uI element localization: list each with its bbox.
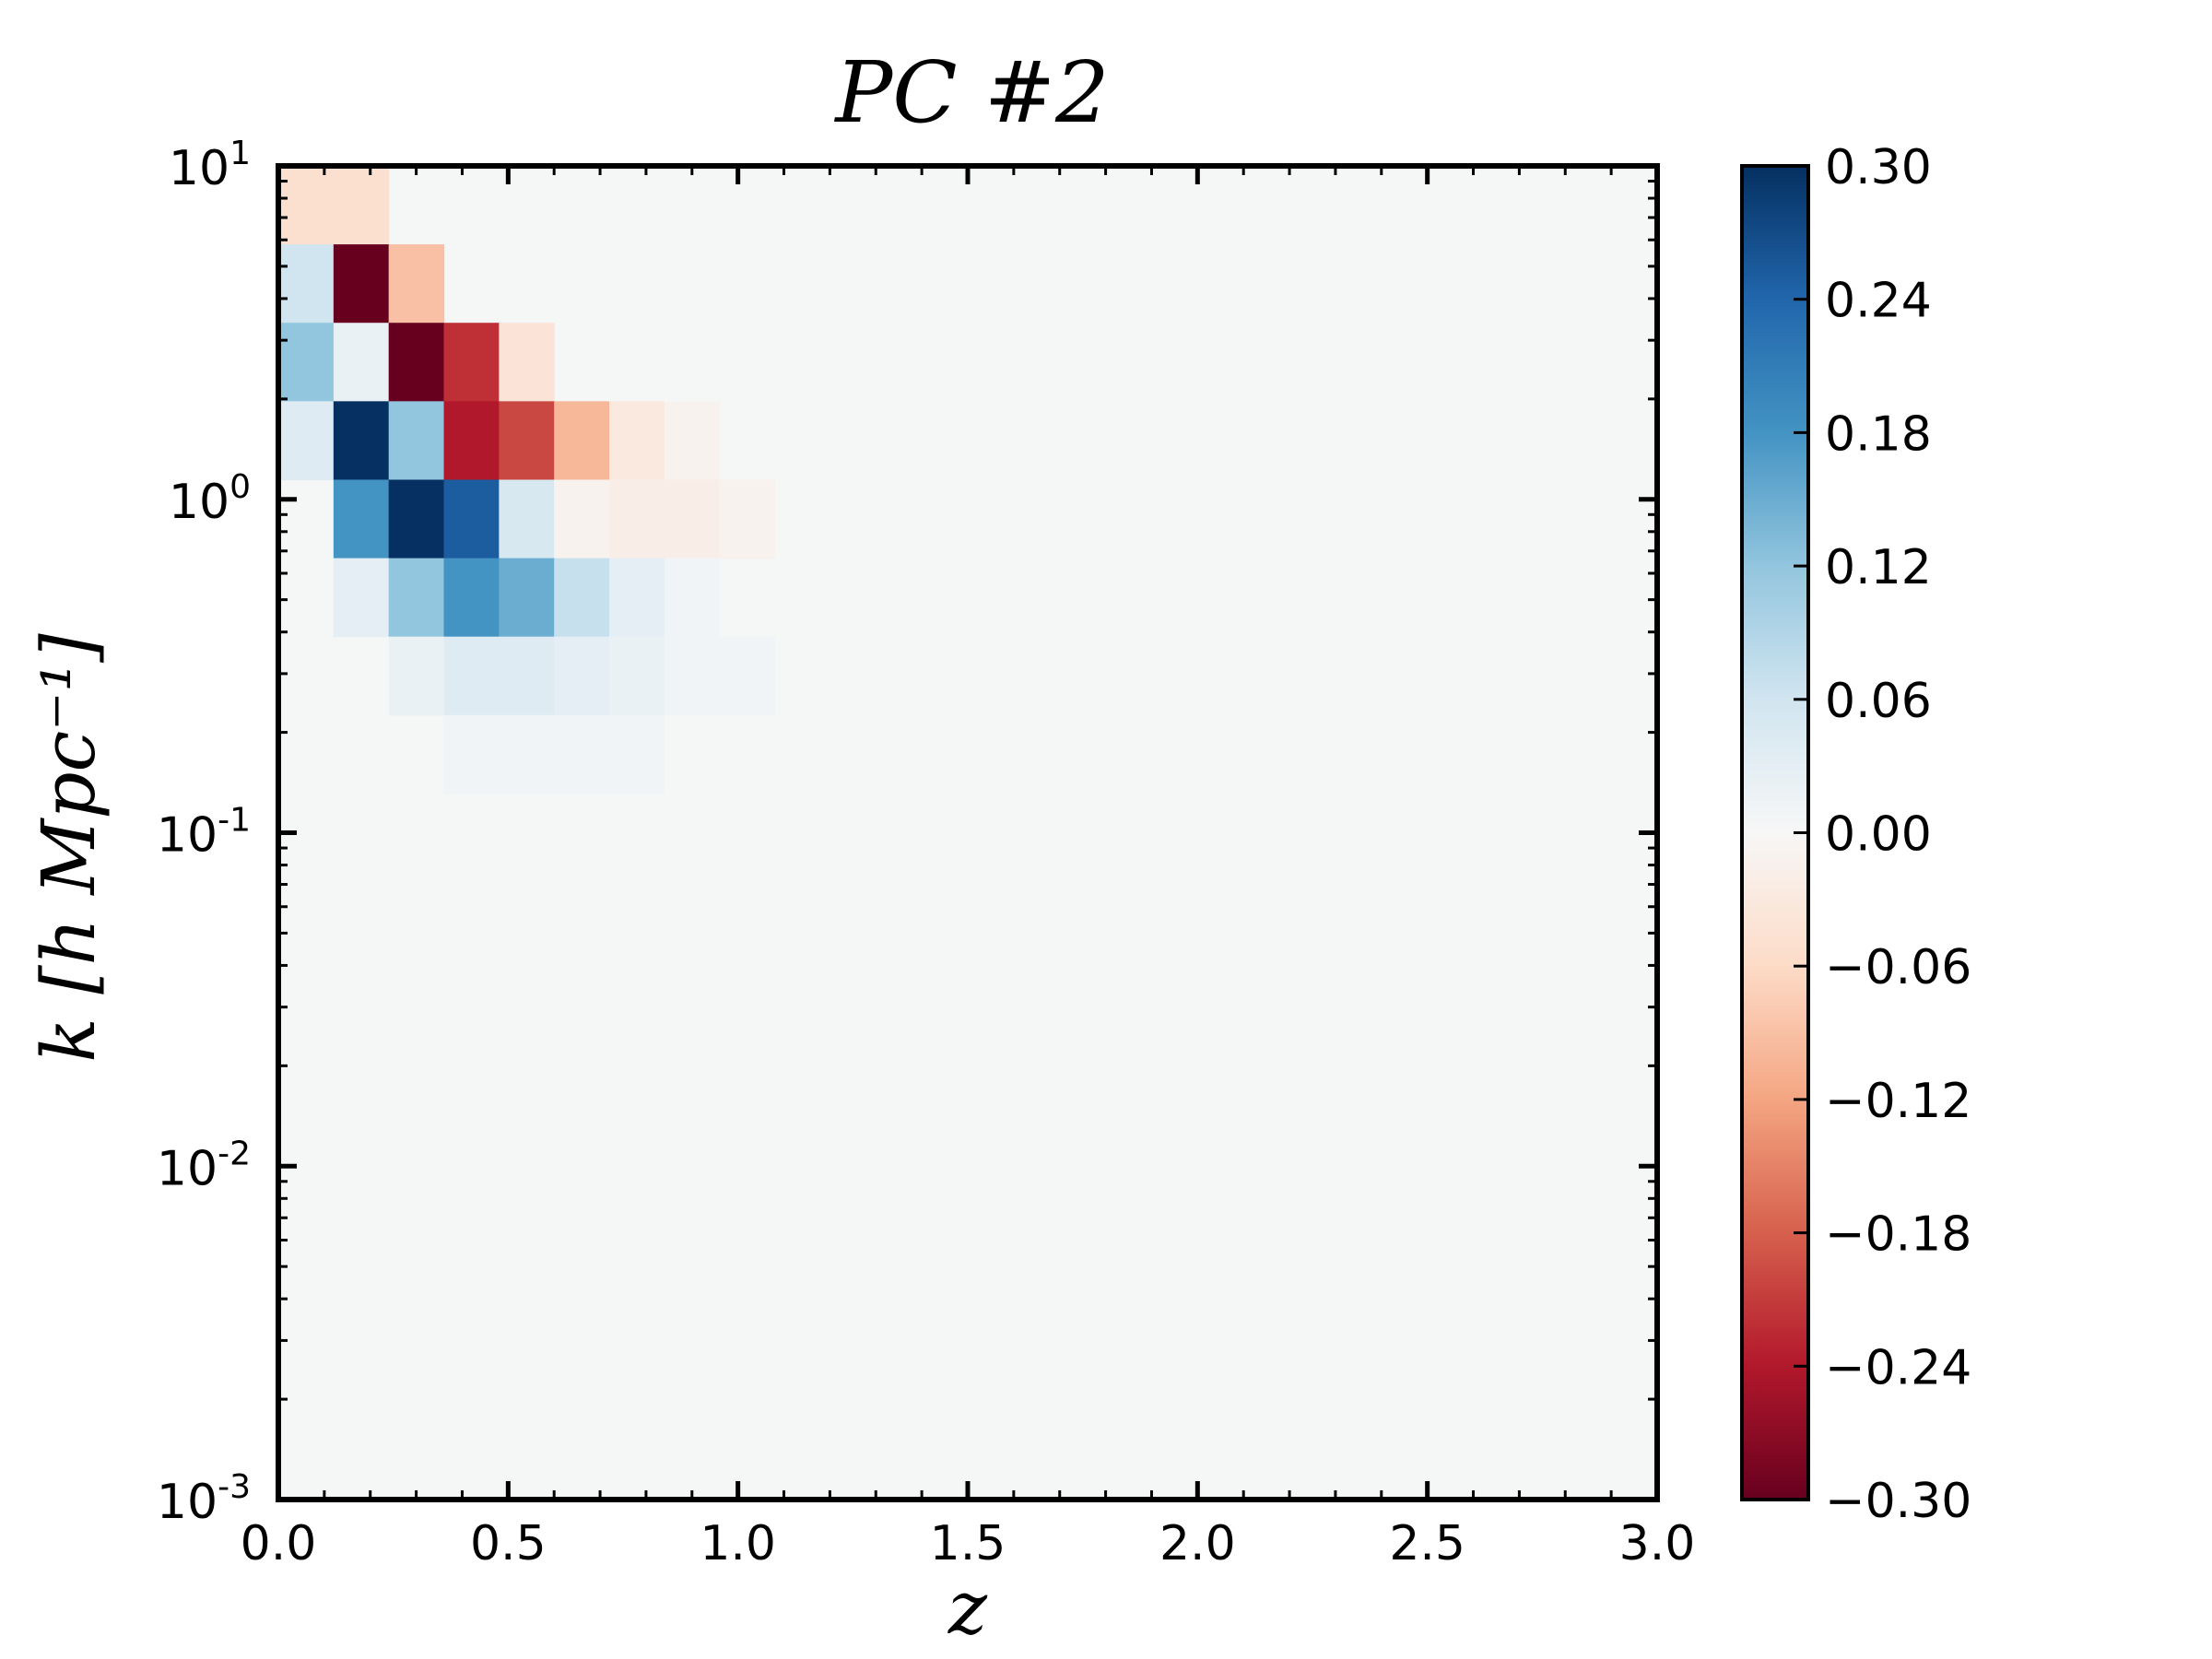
colorbar-tick-label: 0.24 bbox=[1825, 274, 1932, 329]
heatmap-cell bbox=[278, 401, 335, 481]
heatmap-cells bbox=[278, 166, 776, 794]
plot-area bbox=[276, 163, 1660, 1502]
y-tick-label: 10-2 bbox=[157, 1135, 251, 1196]
heatmap-cell bbox=[333, 323, 390, 402]
heatmap-cell bbox=[554, 479, 610, 559]
heatmap-cell bbox=[664, 636, 721, 716]
heatmap-cell bbox=[664, 401, 721, 481]
x-tick-label: 0.0 bbox=[241, 1516, 317, 1571]
heatmap-cell bbox=[554, 558, 610, 638]
y-tick-label: 101 bbox=[169, 135, 251, 196]
plot-frame bbox=[276, 163, 1660, 1502]
heatmap-cell bbox=[499, 636, 555, 716]
x-tick-label: 1.0 bbox=[700, 1516, 776, 1571]
x-tick-label: 3.0 bbox=[1619, 1516, 1696, 1571]
heatmap-cell bbox=[333, 166, 390, 245]
heatmap-cell bbox=[664, 558, 721, 638]
heatmap-cell bbox=[609, 558, 665, 638]
heatmap-cell bbox=[499, 401, 555, 481]
heatmap-cell bbox=[609, 636, 665, 716]
heatmap-cell bbox=[333, 558, 390, 638]
heatmap-cell bbox=[609, 401, 665, 481]
x-tick-label: 0.5 bbox=[470, 1516, 547, 1571]
heatmap-cell bbox=[333, 244, 390, 324]
heatmap-cell bbox=[443, 323, 500, 402]
heatmap-cell bbox=[388, 558, 445, 638]
colorbar-tick-label: 0.30 bbox=[1825, 140, 1932, 195]
heatmap-cell bbox=[333, 479, 390, 559]
heatmap-cell bbox=[278, 244, 335, 324]
y-axis-label: k [h Mpc⁻¹] bbox=[26, 632, 112, 1062]
colorbar-tick-label: 0.12 bbox=[1825, 540, 1932, 595]
heatmap-cell bbox=[719, 636, 776, 716]
heatmap-cell bbox=[664, 479, 721, 559]
heatmap-cell bbox=[443, 636, 500, 716]
colorbar-tick-label: −0.24 bbox=[1825, 1340, 1971, 1395]
y-tick-labels: 10-3 10-2 10-1 100 101 bbox=[157, 135, 251, 1530]
heatmap-cell bbox=[609, 714, 665, 794]
heatmap-cell bbox=[388, 636, 445, 716]
heatmap-cell bbox=[443, 714, 500, 794]
x-tick-labels: 0.0 0.5 1.0 1.5 2.0 2.5 3.0 bbox=[241, 1516, 1696, 1571]
heatmap-cell bbox=[443, 401, 500, 481]
colorbar-tick-label: −0.18 bbox=[1825, 1207, 1971, 1263]
heatmap-cell bbox=[388, 323, 445, 402]
x-tick-label: 2.5 bbox=[1389, 1516, 1465, 1571]
colorbar: 0.30 0.24 0.18 0.12 0.06 0.00 −0.06 −0.12 −0.18 −… bbox=[1740, 140, 1971, 1529]
y-tick-label: 100 bbox=[169, 468, 251, 530]
heatmap-cell bbox=[554, 636, 610, 716]
x-tick-label: 1.5 bbox=[930, 1516, 1006, 1571]
colorbar-tick-label: 0.18 bbox=[1825, 406, 1932, 462]
heatmap-cell bbox=[499, 479, 555, 559]
heatmap-cell bbox=[388, 244, 445, 324]
heatmap-cell bbox=[388, 401, 445, 481]
colorbar-tick-label: 0.06 bbox=[1825, 674, 1932, 729]
y-tick-label: 10-1 bbox=[157, 802, 251, 864]
colorbar-tick-label: 0.00 bbox=[1825, 807, 1932, 863]
heatmap-cell bbox=[609, 479, 665, 559]
x-axis-label: z bbox=[947, 1565, 988, 1651]
heatmap-cell bbox=[554, 401, 610, 481]
heatmap-cell bbox=[554, 714, 610, 794]
heatmap-cell bbox=[333, 401, 390, 481]
heatmap-cell bbox=[388, 479, 445, 559]
heatmap-cell bbox=[719, 479, 776, 559]
heatmap-cell bbox=[278, 166, 335, 245]
colorbar-tick-label: −0.06 bbox=[1825, 940, 1971, 995]
y-tick-label: 10-3 bbox=[157, 1468, 251, 1530]
heatmap-cell bbox=[443, 558, 500, 638]
chart-title: PC #2 bbox=[833, 43, 1109, 142]
colorbar-tick-label: −0.30 bbox=[1825, 1474, 1971, 1529]
heatmap-cell bbox=[499, 558, 555, 638]
x-tick-label: 2.0 bbox=[1159, 1516, 1236, 1571]
heatmap-cell bbox=[499, 323, 555, 402]
heatmap-cell bbox=[278, 323, 335, 402]
heatmap-cell bbox=[443, 479, 500, 559]
heatmap-cell bbox=[499, 714, 555, 794]
colorbar-tick-label: −0.12 bbox=[1825, 1074, 1971, 1129]
colorbar-ticks: 0.30 0.24 0.18 0.12 0.06 0.00 −0.06 −0.12 −0.18 −… bbox=[1794, 140, 1971, 1529]
